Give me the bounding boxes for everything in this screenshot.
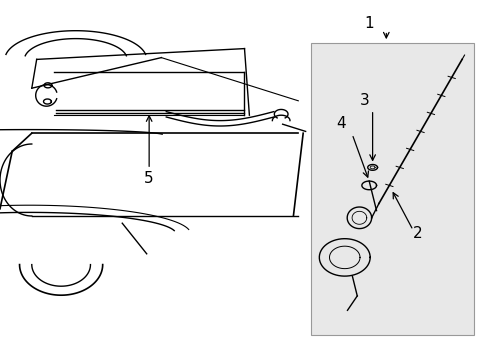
Bar bbox=[310, 43, 473, 335]
Text: 2: 2 bbox=[412, 226, 422, 242]
Text: 4: 4 bbox=[336, 116, 346, 131]
Text: 5: 5 bbox=[144, 171, 154, 186]
Text: 3: 3 bbox=[359, 93, 368, 108]
Text: 1: 1 bbox=[364, 15, 373, 31]
